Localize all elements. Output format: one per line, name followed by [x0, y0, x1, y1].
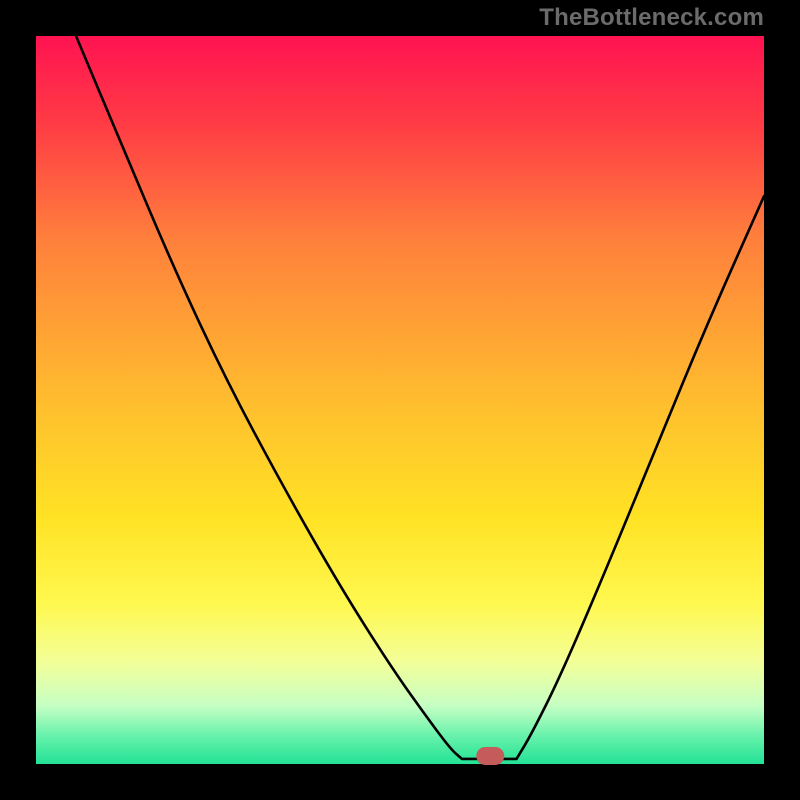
watermark-text: TheBottleneck.com [539, 4, 764, 32]
curve-layer [0, 0, 800, 800]
chart-container: TheBottleneck.com [0, 0, 800, 800]
bottleneck-curve [76, 36, 764, 759]
bottleneck-marker [476, 747, 504, 765]
